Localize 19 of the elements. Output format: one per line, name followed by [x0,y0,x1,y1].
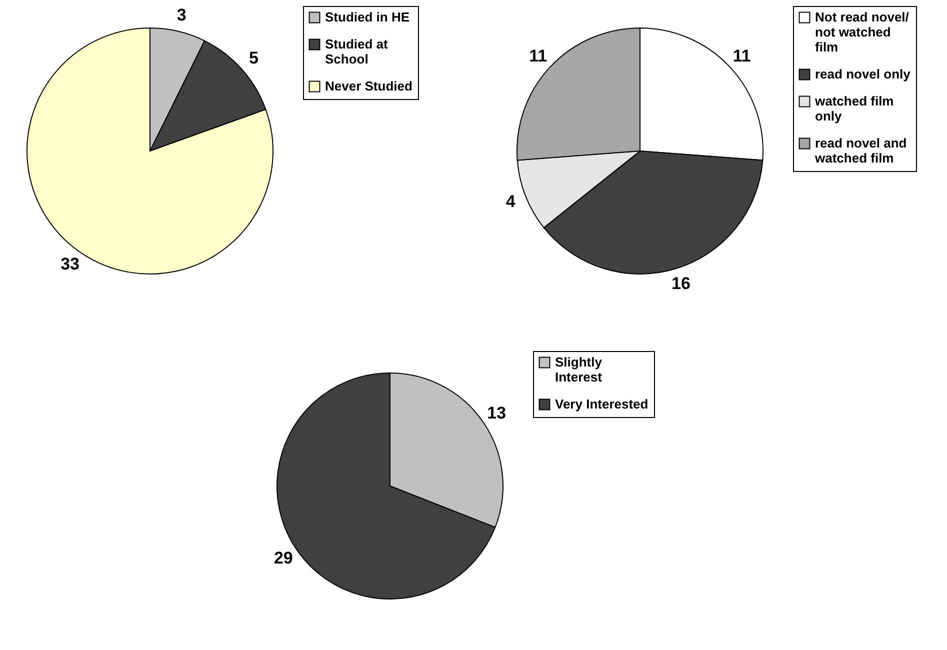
pie-slice [26,28,274,274]
data-label: 4 [506,192,516,211]
legend-label: watched film only [814,94,894,124]
legend-label: Never Studied [325,78,412,94]
legend-label: Slightly Interest [555,354,603,384]
legend-label: Very Interested [555,396,648,412]
data-label: 3 [176,6,186,25]
data-label: 16 [672,274,690,293]
legend-label: Not read novel/ not watched film [815,10,910,54]
legend-label: read novel and watched film [814,136,907,166]
legend-label: Studied at School [325,36,389,66]
data-label: 33 [60,254,80,274]
legend-label: Studied in HE [325,10,410,24]
data-label: 11 [732,46,751,66]
data-label: 29 [274,548,293,568]
data-label: 13 [487,403,506,422]
legend-label: read novel only [815,66,912,82]
data-label: 11 [529,46,548,66]
data-label: 5 [249,48,259,68]
